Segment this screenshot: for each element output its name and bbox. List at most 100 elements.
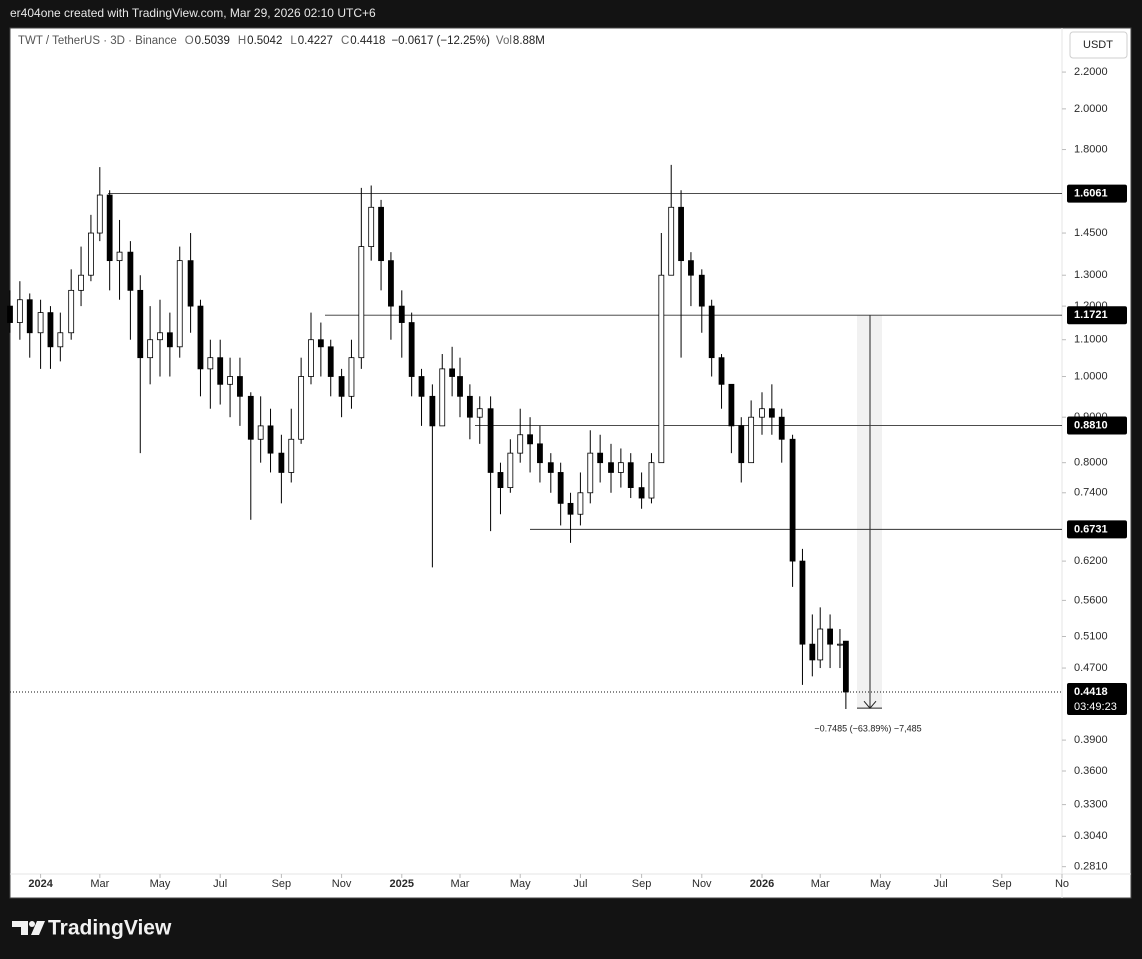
candle-body: [638, 487, 645, 499]
candle-body: [658, 274, 665, 464]
legend-value: 0.5042: [247, 35, 282, 47]
candle-body: [197, 305, 204, 370]
candle-body: [257, 425, 264, 440]
y-tick-label: 1.8000: [1074, 143, 1108, 155]
candle-body: [577, 492, 584, 515]
y-tick-label: 0.5100: [1074, 630, 1108, 642]
candle-body: [648, 462, 655, 499]
candle-body: [728, 383, 735, 427]
candle-body: [517, 434, 524, 454]
candle-body: [147, 339, 154, 359]
candle-body: [466, 395, 473, 418]
level-label: 1.6061: [1074, 187, 1108, 199]
candle-body: [317, 339, 324, 348]
candle-body: [116, 251, 123, 262]
x-tick-label: Jul: [934, 878, 948, 890]
candle-body: [408, 322, 415, 377]
candle-body: [237, 376, 243, 397]
candle-body: [497, 472, 504, 488]
candle-body: [78, 274, 84, 291]
x-tick-label: Nov: [692, 878, 712, 890]
x-tick-label: Sep: [632, 878, 652, 890]
x-tick-label: Mar: [451, 878, 470, 890]
candle-body: [378, 206, 384, 262]
candle-body: [398, 305, 405, 323]
y-tick-label: 0.3040: [1074, 830, 1108, 842]
candle-body: [768, 408, 775, 418]
candle-body: [418, 376, 425, 397]
logo-mark: [12, 921, 28, 935]
candle-body: [37, 312, 44, 334]
y-tick-label: 0.3300: [1074, 799, 1108, 811]
candle-body: [68, 289, 75, 334]
legend-value: 0.5039: [195, 35, 230, 47]
x-tick-label: Mar: [90, 878, 109, 890]
x-tick-label: Jul: [213, 878, 227, 890]
candle-body: [217, 357, 224, 385]
countdown: 03:49:23: [1074, 701, 1117, 713]
legend-key: O: [185, 35, 194, 47]
legend-change: −0.0617 (−12.25%): [391, 35, 490, 47]
candle-body: [817, 628, 824, 661]
candle-body: [557, 472, 564, 504]
legend-value: 0.4227: [298, 35, 333, 47]
candle-body: [298, 376, 305, 440]
y-tick-label: 0.4700: [1074, 662, 1108, 674]
candle-body: [547, 462, 554, 473]
candle-body: [537, 443, 543, 464]
candle-body: [7, 305, 13, 323]
candle-body: [809, 643, 816, 661]
candle-body: [449, 368, 456, 377]
level-tag: [1067, 306, 1127, 325]
brand-name: TradingView: [48, 917, 172, 940]
candle-body: [267, 425, 274, 454]
y-tick-label: 0.3900: [1074, 734, 1108, 746]
candle-body: [57, 332, 64, 348]
currency-button[interactable]: [1069, 31, 1128, 59]
candle-body: [358, 246, 365, 359]
x-tick-label: 2026: [750, 878, 774, 890]
candle-body: [597, 452, 604, 464]
header-text: er404one created with TradingView.com, M…: [10, 6, 376, 20]
candle-body: [47, 312, 54, 348]
candle-body: [507, 452, 514, 488]
x-tick-label: Jul: [573, 878, 587, 890]
last-price-tag: [1067, 682, 1127, 715]
logo-dot: [29, 921, 35, 927]
x-tick-label: May: [510, 878, 531, 890]
chart-panel: [9, 27, 1132, 899]
level-tag: [1067, 520, 1127, 539]
level-tag: [1067, 416, 1127, 435]
candle-body: [308, 339, 314, 377]
candle-body: [778, 416, 785, 440]
candle-body: [106, 194, 113, 262]
candle-body: [748, 416, 755, 464]
legend-key: L: [290, 35, 297, 47]
measure-label: −0.7485 (−63.89%) −7,485: [814, 724, 921, 734]
candle-body: [759, 408, 765, 418]
candle-body: [429, 395, 436, 427]
y-tick-label: 2.2000: [1074, 66, 1108, 78]
candle-body: [207, 357, 214, 370]
candle-body: [738, 425, 745, 464]
candle-body: [278, 452, 285, 473]
y-tick-label: 1.1000: [1074, 334, 1108, 346]
candle-body: [96, 194, 103, 234]
level-label: 0.6731: [1074, 523, 1108, 535]
y-tick-label: 0.3600: [1074, 765, 1108, 777]
candle-body: [338, 376, 345, 397]
candle-body: [668, 206, 675, 276]
level-label: 1.1721: [1074, 309, 1108, 321]
candle-body: [567, 502, 574, 515]
level-tag: [1067, 184, 1127, 203]
candle-body: [166, 332, 173, 348]
candle-body: [327, 346, 334, 377]
legend-key: C: [341, 35, 349, 47]
x-tick-label: Nov: [332, 878, 352, 890]
legend-volume-key: Vol: [496, 35, 512, 47]
candle-body: [476, 408, 483, 418]
candle-body: [799, 560, 806, 645]
symbol: TWT / TetherUS · 3D · Binance: [18, 35, 177, 47]
candle-body: [16, 299, 23, 323]
